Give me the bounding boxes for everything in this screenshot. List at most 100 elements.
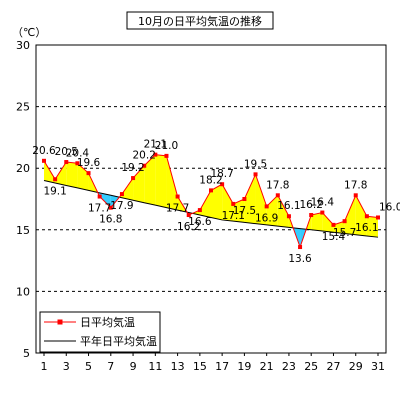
marker-day-28 bbox=[342, 219, 347, 224]
grid-lines bbox=[36, 106, 386, 292]
x-tick-label-29: 29 bbox=[349, 360, 363, 373]
marker-day-13 bbox=[175, 194, 180, 199]
data-label-day-29: 17.8 bbox=[344, 179, 367, 191]
data-labels: 20.619.120.520.419.617.716.817.919.220.2… bbox=[32, 139, 400, 265]
y-tick-label-20: 20 bbox=[16, 162, 30, 175]
marker-day-26 bbox=[320, 210, 325, 215]
marker-day-16 bbox=[209, 188, 213, 193]
marker-day-2 bbox=[53, 177, 58, 182]
x-tick-label-3: 3 bbox=[63, 360, 70, 373]
marker-day-24 bbox=[298, 245, 303, 250]
y-tick-label-30: 30 bbox=[16, 39, 30, 52]
marker-day-15 bbox=[197, 208, 202, 213]
fill-above-28-0 bbox=[344, 195, 356, 235]
marker-day-30 bbox=[364, 214, 369, 219]
legend-frame bbox=[39, 311, 161, 353]
data-label-day-3: 20.5 bbox=[55, 146, 78, 158]
fill-above-12-0 bbox=[166, 155, 178, 211]
data-label-day-24: 13.6 bbox=[288, 253, 312, 265]
fill-above-15-0 bbox=[199, 190, 211, 218]
x-tick-label-17: 17 bbox=[215, 360, 229, 373]
x-tick-label-1: 1 bbox=[41, 360, 48, 373]
marker-day-31 bbox=[376, 215, 380, 220]
fill-above-22-0 bbox=[277, 195, 289, 228]
marker-day-20 bbox=[253, 172, 258, 177]
y-tick-label-5: 5 bbox=[23, 347, 30, 360]
marker-day-5 bbox=[86, 171, 91, 176]
fill-above-29-0 bbox=[355, 195, 367, 236]
data-label-day-7: 16.8 bbox=[99, 214, 122, 226]
data-label-day-11: 21.1 bbox=[144, 139, 167, 151]
fill-above-30-0 bbox=[366, 216, 378, 238]
marker-day-7 bbox=[108, 205, 113, 210]
data-label-day-19: 17.5 bbox=[233, 205, 256, 217]
marker-day-8 bbox=[119, 192, 124, 197]
x-tick-label-23: 23 bbox=[282, 360, 296, 373]
legend-label-normal: 平年日平均気温 bbox=[80, 334, 157, 348]
data-label-day-1: 20.6 bbox=[32, 145, 56, 157]
data-label-day-27: 15.4 bbox=[322, 231, 346, 243]
marker-day-6 bbox=[97, 194, 102, 199]
marker-day-22 bbox=[275, 193, 280, 198]
data-label-day-5: 19.6 bbox=[77, 157, 101, 169]
fill-above-2-0 bbox=[55, 162, 67, 186]
x-tick-label-11: 11 bbox=[148, 360, 162, 373]
marker-day-3 bbox=[64, 160, 69, 165]
data-label-day-6: 17.7 bbox=[88, 203, 111, 215]
data-label-day-20: 19.5 bbox=[244, 158, 267, 170]
fill-above-25-0 bbox=[311, 212, 323, 232]
marker-day-11 bbox=[153, 152, 158, 157]
data-label-day-2: 19.1 bbox=[43, 185, 66, 197]
x-tick-label-9: 9 bbox=[130, 360, 137, 373]
y-tick-label-25: 25 bbox=[16, 101, 30, 114]
data-label-day-14: 16.2 bbox=[177, 221, 200, 233]
marker-day-9 bbox=[131, 176, 136, 181]
fill-above-3-0 bbox=[66, 162, 78, 188]
deviation-fills bbox=[44, 154, 378, 248]
marker-day-12 bbox=[164, 153, 169, 158]
marker-day-1 bbox=[42, 158, 46, 163]
fill-above-4-0 bbox=[77, 163, 89, 191]
data-label-day-13: 17.7 bbox=[166, 203, 189, 215]
marker-day-29 bbox=[353, 193, 358, 198]
fill-above-20-0 bbox=[255, 174, 267, 225]
y-tick-label-15: 15 bbox=[16, 224, 30, 237]
fill-above-26-0 bbox=[322, 212, 334, 233]
data-label-day-30: 16.1 bbox=[355, 222, 378, 234]
fill-above-11-0 bbox=[155, 154, 167, 208]
fill-above-19-0 bbox=[244, 174, 256, 224]
data-label-day-31: 16.0 bbox=[379, 201, 400, 213]
y-tick-label-10: 10 bbox=[16, 285, 30, 298]
chart-title-box: 10月の日平均気温の推移 bbox=[126, 11, 274, 30]
data-label-day-16: 18.2 bbox=[199, 174, 222, 186]
data-label-day-18: 17.1 bbox=[222, 210, 245, 222]
legend: 日平均気温 平年日平均気温 bbox=[39, 311, 161, 353]
fill-above-21-0 bbox=[266, 195, 278, 227]
fill-below-6-0 bbox=[99, 192, 111, 208]
fill-above-10-0 bbox=[144, 154, 156, 206]
fill-above-18-0 bbox=[233, 199, 245, 223]
marker-day-21 bbox=[264, 204, 269, 209]
x-tick-label-19: 19 bbox=[237, 360, 251, 373]
marker-day-19 bbox=[242, 197, 247, 201]
data-label-day-21: 16.9 bbox=[255, 212, 278, 224]
legend-marker-daily bbox=[57, 319, 63, 325]
data-label-day-22: 17.8 bbox=[266, 179, 289, 191]
marker-day-18 bbox=[231, 201, 236, 206]
fill-above-16-0 bbox=[211, 184, 223, 220]
data-label-day-10: 20.2 bbox=[133, 150, 156, 162]
data-label-day-26: 16.4 bbox=[311, 197, 335, 209]
marker-day-10 bbox=[142, 163, 147, 168]
data-label-day-17: 18.7 bbox=[210, 168, 233, 180]
data-label-day-8: 17.9 bbox=[110, 200, 133, 212]
x-tick-label-5: 5 bbox=[85, 360, 92, 373]
chart-title: 10月の日平均気温の推移 bbox=[138, 14, 262, 28]
marker-day-17 bbox=[220, 182, 225, 187]
y-axis-ticks: 5 10 15 20 25 30 bbox=[16, 39, 30, 360]
fill-above-17-0 bbox=[222, 184, 234, 222]
data-label-day-12: 21.0 bbox=[155, 140, 178, 152]
x-tick-label-21: 21 bbox=[260, 360, 274, 373]
data-label-day-28: 15.7 bbox=[333, 227, 356, 239]
y-axis-unit-label: （℃） bbox=[12, 26, 46, 39]
